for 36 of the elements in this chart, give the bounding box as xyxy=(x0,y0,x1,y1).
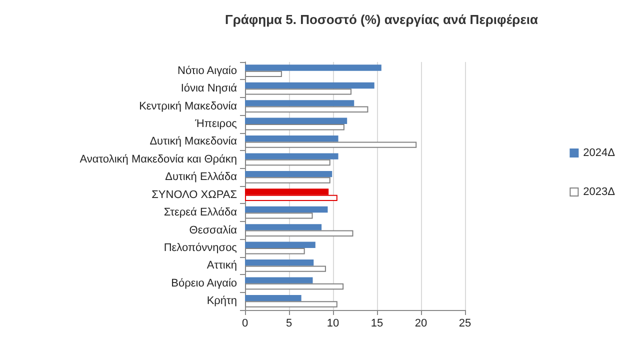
x-tick-label: 0 xyxy=(242,318,248,330)
y-tick-label: Στερεά Ελλάδα xyxy=(164,206,238,219)
bar xyxy=(245,260,314,266)
bar xyxy=(245,153,338,160)
y-tick-label: ΣΥΝΟΛΟ ΧΩΡΑΣ xyxy=(152,188,238,201)
y-tick-label: Κεντρική Μακεδονία xyxy=(139,100,238,112)
y-tick-label: Θεσσαλία xyxy=(189,224,238,236)
y-tick-label: Αττική xyxy=(206,260,237,272)
bar xyxy=(245,242,316,248)
x-tick-label: 5 xyxy=(286,318,292,330)
bar xyxy=(245,118,348,124)
bar xyxy=(245,64,382,71)
legend-label: 2024Δ xyxy=(583,147,616,159)
bar xyxy=(245,224,322,230)
x-tick-label: 15 xyxy=(370,318,384,330)
y-tick-label: Δυτική Ελλάδα xyxy=(165,171,238,184)
bar xyxy=(245,82,374,89)
bar xyxy=(245,100,354,106)
chart-title: Γράφημα 5. Ποσοστό (%) ανεργίας ανά Περιφέρεια xyxy=(225,12,538,27)
bar xyxy=(245,294,302,302)
x-tick-label: 10 xyxy=(326,318,340,330)
y-tick-label: Βόρειο Αιγαίο xyxy=(171,277,237,290)
x-tick-label: 20 xyxy=(414,318,428,330)
y-tick-label: Ιόνια Νησιά xyxy=(180,82,238,95)
y-tick-label: Ανατολική Μακεδονία και Θράκη xyxy=(80,153,237,166)
bar xyxy=(245,136,338,142)
y-tick-label: Νότιο Αιγαίο xyxy=(178,64,237,77)
y-tick-label: Δυτική Μακεδονία xyxy=(150,136,238,148)
y-tick-label: Ήπειρος xyxy=(194,118,237,130)
bar xyxy=(245,206,328,213)
bar xyxy=(245,170,332,178)
y-tick-label: Κρήτη xyxy=(206,295,237,308)
y-tick-label: Πελοπόννησος xyxy=(164,242,237,254)
legend-label: 2023Δ xyxy=(583,186,616,198)
bar xyxy=(245,277,313,284)
x-tick-label: 25 xyxy=(458,318,472,330)
